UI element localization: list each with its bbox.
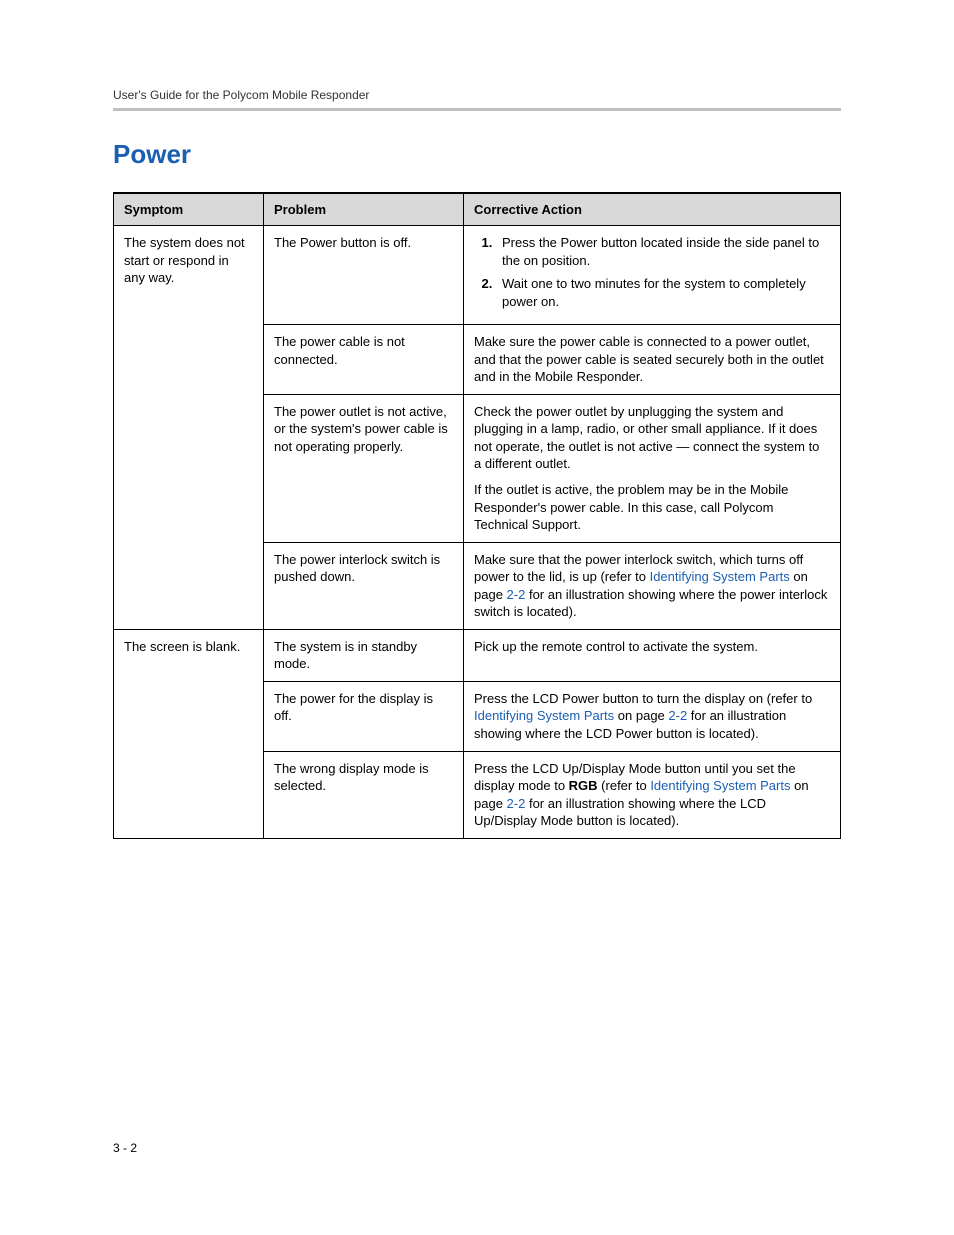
page: User's Guide for the Polycom Mobile Resp… <box>0 0 954 1235</box>
action-text: (refer to <box>598 778 651 793</box>
cross-ref-link[interactable]: Identifying System Parts <box>474 708 614 723</box>
problem-cell: The power interlock switch is pushed dow… <box>264 542 464 629</box>
action-bold: RGB <box>569 778 598 793</box>
action-cell: Press the LCD Up/Display Mode button unt… <box>464 751 841 838</box>
action-cell: Make sure that the power interlock switc… <box>464 542 841 629</box>
table-row: The system does not start or respond in … <box>114 226 841 325</box>
action-text: Press the LCD Power button to turn the d… <box>474 691 812 706</box>
action-paragraph: Check the power outlet by unplugging the… <box>474 403 830 473</box>
page-number: 3 - 2 <box>113 1141 137 1155</box>
col-header-action: Corrective Action <box>464 193 841 226</box>
corrective-step: Wait one to two minutes for the system t… <box>496 275 830 310</box>
table-header-row: Symptom Problem Corrective Action <box>114 193 841 226</box>
corrective-list: Press the Power button located inside th… <box>474 234 830 310</box>
troubleshooting-table: Symptom Problem Corrective Action The sy… <box>113 192 841 839</box>
action-text: on page <box>614 708 668 723</box>
action-cell: Check the power outlet by unplugging the… <box>464 394 841 542</box>
action-cell: Press the LCD Power button to turn the d… <box>464 681 841 751</box>
corrective-step: Press the Power button located inside th… <box>496 234 830 269</box>
action-cell: Make sure the power cable is connected t… <box>464 325 841 395</box>
problem-cell: The wrong display mode is selected. <box>264 751 464 838</box>
action-cell: Press the Power button located inside th… <box>464 226 841 325</box>
problem-cell: The power outlet is not active, or the s… <box>264 394 464 542</box>
cross-ref-page[interactable]: 2-2 <box>507 587 526 602</box>
table-row: The screen is blank. The system is in st… <box>114 629 841 681</box>
col-header-symptom: Symptom <box>114 193 264 226</box>
cross-ref-page[interactable]: 2-2 <box>668 708 687 723</box>
running-header: User's Guide for the Polycom Mobile Resp… <box>113 88 841 102</box>
action-cell: Pick up the remote control to activate t… <box>464 629 841 681</box>
problem-cell: The Power button is off. <box>264 226 464 325</box>
problem-cell: The power for the display is off. <box>264 681 464 751</box>
section-title: Power <box>113 139 841 170</box>
cross-ref-link[interactable]: Identifying System Parts <box>650 569 790 584</box>
symptom-cell: The system does not start or respond in … <box>114 226 264 630</box>
cross-ref-link[interactable]: Identifying System Parts <box>650 778 790 793</box>
action-text: for an illustration showing where the po… <box>474 587 827 620</box>
header-rule <box>113 108 841 111</box>
symptom-cell: The screen is blank. <box>114 629 264 838</box>
action-paragraph: If the outlet is active, the problem may… <box>474 481 830 534</box>
cross-ref-page[interactable]: 2-2 <box>507 796 526 811</box>
problem-cell: The power cable is not connected. <box>264 325 464 395</box>
problem-cell: The system is in standby mode. <box>264 629 464 681</box>
col-header-problem: Problem <box>264 193 464 226</box>
